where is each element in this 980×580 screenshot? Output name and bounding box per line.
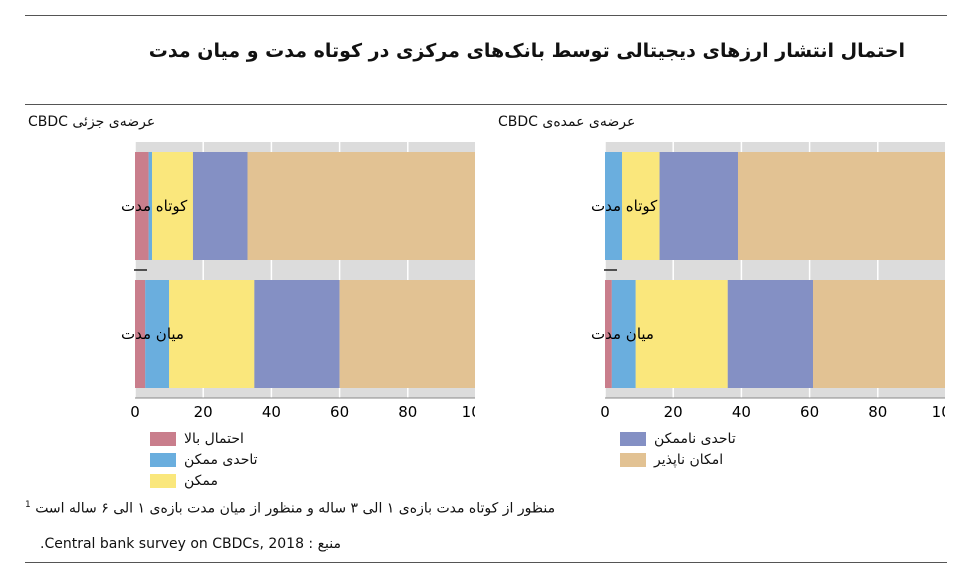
legend-item: امکان ناپذیر xyxy=(620,449,736,470)
bar-segment xyxy=(813,280,945,388)
source-note: منبع : Central bank survey on CBDCs, 201… xyxy=(40,536,342,552)
left-panel-title: عرضه‌ی جزئی CBDC xyxy=(28,114,156,130)
footnote-text: منظور از کوتاه مدت بازه‌ی ۱ الی ۳ ساله و… xyxy=(35,500,556,517)
legend-item: ممکن xyxy=(150,470,258,491)
bar-segment xyxy=(148,152,153,260)
bar-segment xyxy=(254,280,340,388)
bar-segment xyxy=(622,152,660,260)
category-label: کوتاه مدت xyxy=(591,197,658,215)
bar-segment xyxy=(611,280,636,388)
title-rule xyxy=(25,104,947,105)
category-label: میان مدت xyxy=(121,325,184,343)
legend-swatch xyxy=(620,431,646,446)
bottom-rule xyxy=(25,562,947,563)
legend-swatch xyxy=(150,431,176,446)
legend-swatch xyxy=(150,473,176,488)
bar-segment xyxy=(339,280,475,388)
bar-segment xyxy=(737,152,945,260)
footnote-mark: 1 xyxy=(25,500,31,510)
right-panel-title: عرضه‌ی عمده‌ی CBDC xyxy=(498,114,636,130)
chart-title: احتمال انتشار ارزهای دیجیتالی توسط بانک‌… xyxy=(148,40,905,62)
x-tick-label: 20 xyxy=(664,403,683,421)
x-tick-label: 0 xyxy=(600,403,610,421)
legend-label: امکان ناپذیر xyxy=(654,451,724,468)
x-tick-label: 0 xyxy=(130,403,140,421)
bar-segment xyxy=(727,280,814,388)
category-label: میان مدت xyxy=(591,325,654,343)
category-label: کوتاه مدت xyxy=(121,197,188,215)
x-tick-label: 20 xyxy=(194,403,213,421)
x-tick-label: 40 xyxy=(732,403,751,421)
left-stacked-bar-chart: کوتاه مدت میان مدت 0 20 40 60 80 100 xyxy=(121,142,475,421)
x-tick-label: 40 xyxy=(262,403,281,421)
bar-segment xyxy=(145,280,170,388)
legend-label: تاحدی ممکن xyxy=(184,451,258,468)
bar-segment xyxy=(605,152,623,260)
legend-item: تاحدی ناممکن xyxy=(620,428,736,449)
bar-segment xyxy=(169,280,255,388)
x-tick-label: 60 xyxy=(800,403,819,421)
x-tick-label: 100 xyxy=(462,403,475,421)
right-stacked-bar-chart: کوتاه مدت میان مدت 0 20 40 60 80 100 xyxy=(591,142,945,421)
legend-item: تاحدی ممکن xyxy=(150,449,258,470)
footnote: 1 منظور از کوتاه مدت بازه‌ی ۱ الی ۳ ساله… xyxy=(25,500,555,517)
x-tick-label: 100 xyxy=(932,403,945,421)
legend-label: ممکن xyxy=(184,472,218,489)
bar-segment xyxy=(152,152,193,260)
x-tick-label: 80 xyxy=(868,403,887,421)
legend-label: تاحدی ناممکن xyxy=(654,430,736,447)
top-rule xyxy=(25,15,947,16)
bar-segment xyxy=(135,280,146,388)
legend-right: تاحدی ناممکن امکان ناپذیر xyxy=(620,428,736,470)
bar-segment xyxy=(635,280,728,388)
bar-segment xyxy=(659,152,738,260)
legend-swatch xyxy=(620,452,646,467)
bar-segment xyxy=(247,152,475,260)
legend-label: احتمال بالا xyxy=(184,430,244,447)
bar-segment xyxy=(605,280,612,388)
x-tick-label: 80 xyxy=(398,403,417,421)
legend-left: احتمال بالا تاحدی ممکن ممکن xyxy=(150,428,258,491)
bar-segment xyxy=(135,152,149,260)
bar-segment xyxy=(192,152,248,260)
legend-item: احتمال بالا xyxy=(150,428,258,449)
legend-swatch xyxy=(150,452,176,467)
x-tick-label: 60 xyxy=(330,403,349,421)
